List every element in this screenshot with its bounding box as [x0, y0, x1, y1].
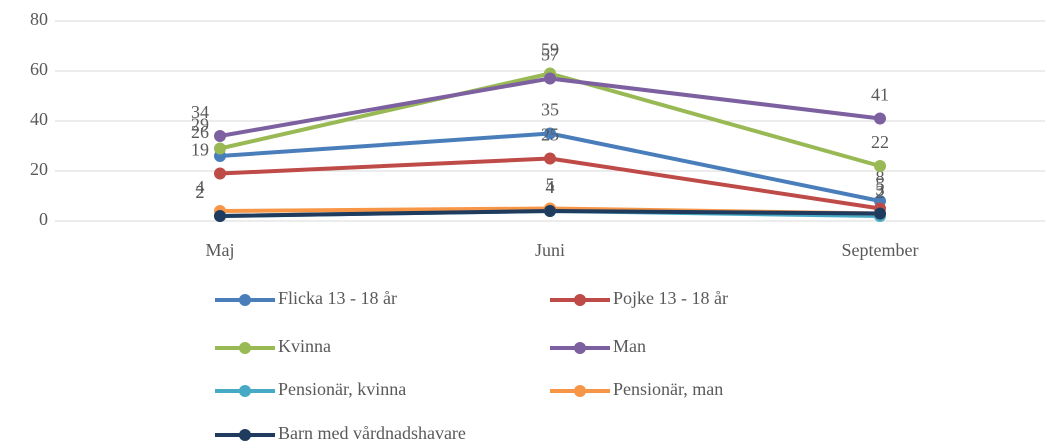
legend-marker [574, 385, 586, 397]
legend-marker [574, 294, 586, 306]
legend-marker [239, 385, 251, 397]
data-label: 4 [196, 177, 205, 197]
legend-marker [239, 342, 251, 354]
data-label: 8 [876, 167, 885, 187]
legend-label: Flicka 13 - 18 år [278, 288, 397, 308]
data-label: 5 [876, 175, 885, 195]
point [214, 142, 226, 155]
legend-label: Kvinna [278, 336, 331, 356]
legend-marker [239, 429, 251, 441]
data-label: 22 [871, 132, 889, 152]
data-label: 5 [546, 175, 555, 195]
x-tick-label: Maj [206, 240, 235, 260]
data-label: 26 [191, 122, 209, 142]
data-label: 3 [876, 180, 885, 200]
data-label: 4 [546, 177, 555, 197]
data-label: 25 [541, 125, 559, 145]
data-label: 29 [191, 115, 209, 135]
y-tick-label: 20 [30, 159, 48, 179]
y-tick-label: 60 [30, 59, 48, 79]
point [544, 205, 556, 217]
data-label: 19 [191, 140, 209, 160]
legend-label: Pensionär, man [613, 379, 723, 399]
legend-marker [574, 342, 586, 354]
legend-label: Pensionär, kvinna [278, 379, 406, 399]
x-tick-label: September [842, 240, 919, 260]
legend-label: Pojke 13 - 18 år [613, 288, 728, 308]
data-label: 2 [876, 182, 885, 202]
point [214, 210, 226, 222]
legend-label: Barn med vårdnadshavare [278, 423, 466, 443]
point [544, 152, 556, 165]
data-label: 35 [541, 100, 559, 120]
legend-label: Man [613, 336, 646, 356]
point [544, 72, 556, 85]
data-label: 3 [876, 180, 885, 200]
x-tick-label: Juni [535, 240, 565, 260]
point [874, 112, 886, 125]
point [214, 167, 226, 180]
data-label: 2 [196, 182, 205, 202]
data-label: 4 [546, 177, 555, 197]
data-label: 2 [196, 182, 205, 202]
data-label: 41 [871, 85, 889, 105]
point [874, 207, 886, 220]
point [544, 127, 556, 140]
point [214, 130, 226, 142]
point [874, 160, 886, 172]
y-tick-label: 0 [39, 209, 48, 229]
legend-marker [239, 294, 251, 306]
data-label: 59 [541, 40, 559, 60]
data-label: 57 [541, 45, 559, 65]
y-tick-label: 80 [30, 9, 48, 29]
data-label: 34 [191, 102, 209, 122]
y-tick-label: 40 [30, 109, 48, 129]
